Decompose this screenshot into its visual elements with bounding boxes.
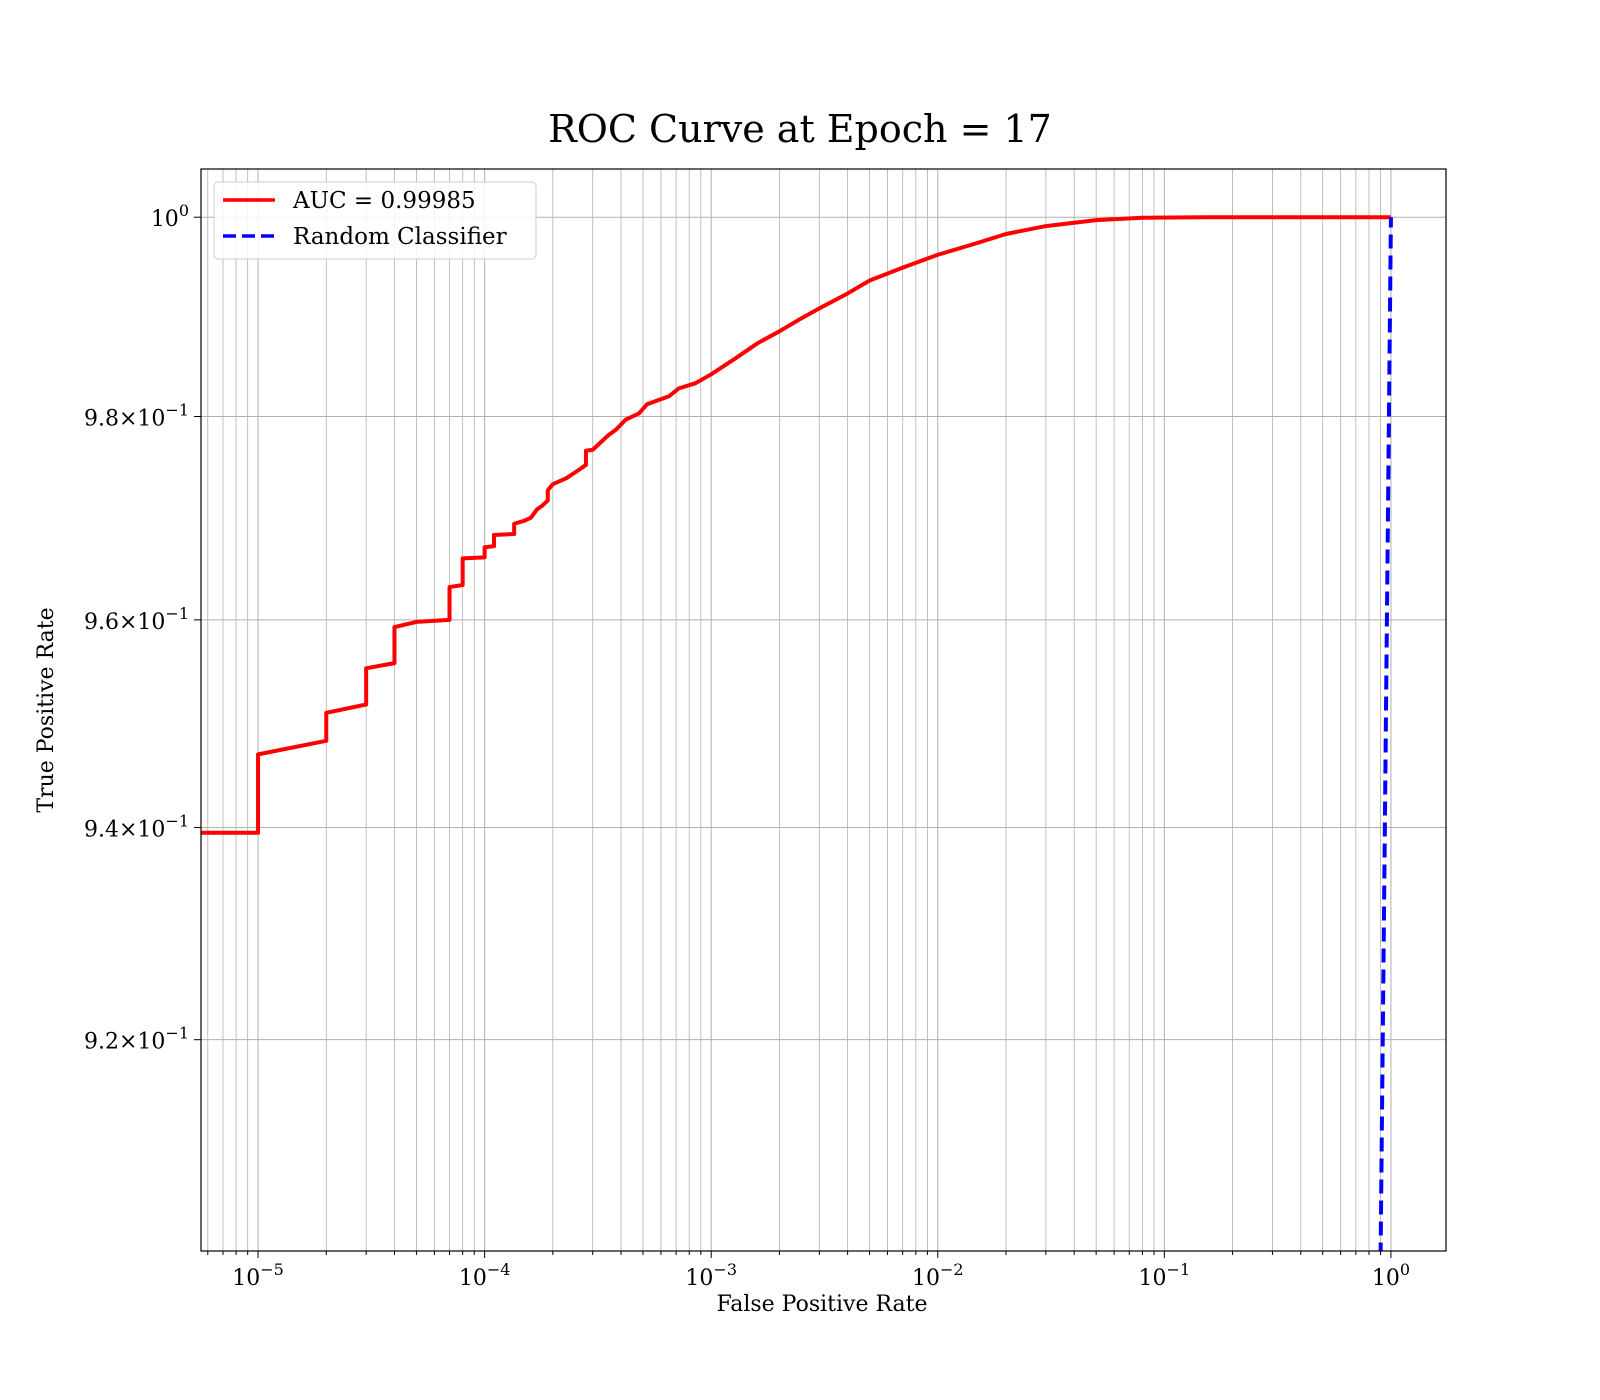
x-tick-exponent: −2: [940, 1260, 964, 1279]
legend-box: [213, 181, 537, 260]
x-tick-base: 10: [1372, 1266, 1400, 1291]
x-tick-exponent: −5: [260, 1260, 284, 1279]
roc-curve-line: [201, 215, 1391, 835]
y-tick-base: 10: [137, 818, 165, 843]
x-tick-label: 10−5: [232, 1260, 284, 1291]
y-tick-exponent: −1: [165, 400, 189, 419]
x-tick-exponent: 0: [1400, 1260, 1410, 1279]
x-tick-base: 10: [232, 1266, 260, 1291]
y-tick-label: 9.6×10−1: [84, 604, 189, 635]
legend: AUC = 0.99985 Random Classifier: [213, 181, 537, 260]
x-tick-base: 10: [685, 1266, 713, 1291]
axis-ticks: 10−5 10−4 10−3 10−2 10−1 1009.2×10−19.4×10−19…: [84, 201, 1410, 1291]
x-axis-label: False Positive Rate: [716, 1292, 927, 1317]
x-tick-base: 10: [459, 1266, 487, 1291]
x-tick-exponent: −1: [1167, 1260, 1191, 1279]
y-tick-mantissa: 9.6×: [84, 610, 137, 635]
y-tick-label: 9.4×10−1: [84, 812, 189, 843]
y-tick-base: 10: [137, 406, 165, 431]
y-tick-label: 9.8×10−1: [84, 400, 189, 431]
y-tick-exponent: −1: [165, 1024, 189, 1043]
y-tick-base: 10: [137, 610, 165, 635]
plot-frame: [200, 168, 1447, 1252]
y-tick-base: 10: [151, 207, 179, 232]
x-tick-label: 10−2: [912, 1260, 964, 1291]
y-tick-label: 100: [151, 201, 189, 232]
y-tick-exponent: −1: [165, 812, 189, 831]
x-tick-exponent: −4: [487, 1260, 511, 1279]
y-tick-mantissa: 9.4×: [84, 818, 137, 843]
x-tick-label: 100: [1372, 1260, 1410, 1291]
legend-label-auc: AUC = 0.99985: [292, 188, 476, 214]
y-tick-mantissa: 9.8×: [84, 406, 137, 431]
y-tick-label: 9.2×10−1: [84, 1024, 189, 1055]
y-axis-label: True Positive Rate: [34, 607, 59, 812]
y-tick-exponent: 0: [179, 201, 189, 220]
x-tick-exponent: −3: [713, 1260, 737, 1279]
grid-lines: [201, 169, 1446, 1251]
x-tick-base: 10: [1139, 1266, 1167, 1291]
series-lines: [201, 215, 1393, 1251]
chart-title: ROC Curve at Epoch = 17: [548, 107, 1052, 151]
x-tick-label: 10−4: [459, 1260, 511, 1291]
legend-label-random: Random Classifier: [293, 224, 507, 250]
x-tick-base: 10: [912, 1266, 940, 1291]
x-tick-label: 10−1: [1139, 1260, 1191, 1291]
y-tick-mantissa: 9.2×: [84, 1030, 137, 1055]
random-classifier-line: [1378, 217, 1393, 1251]
y-tick-base: 10: [137, 1030, 165, 1055]
y-tick-exponent: −1: [165, 604, 189, 623]
x-tick-label: 10−3: [685, 1260, 737, 1291]
